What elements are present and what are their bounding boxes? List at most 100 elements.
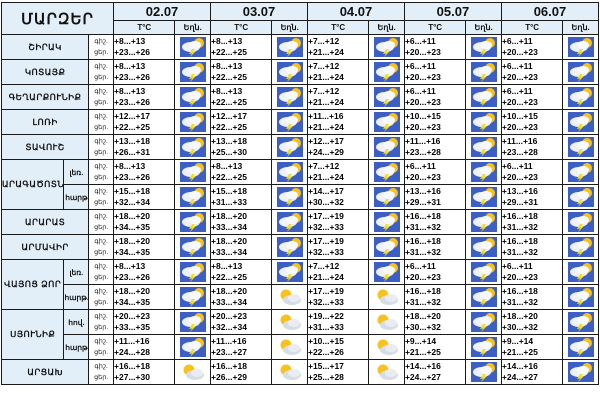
date-header-4: 05.07 [403, 2, 502, 21]
temperature-cell: +7...+12 +21...+24 [306, 84, 370, 110]
weather-column-header: Եղն. [368, 20, 405, 35]
day-temp: +23...+26 [114, 47, 150, 57]
temperature-cell: +7...+12 +21...+24 [306, 34, 370, 60]
night-temp: +7...+12 [307, 36, 340, 46]
table-row: ՎԱՅՈՑ ՁՈՐ լեռ. գիշ. ցեր. +8...+13 +23...+26 +8… [0, 259, 599, 310]
day-label: ցեր. [94, 124, 109, 131]
temperature-cell: +12...+17 +22...+25 [210, 109, 273, 135]
night-temp: +15...+18 [211, 186, 247, 196]
day-temp: +22...+25 [211, 47, 247, 57]
weather-icon-cell [368, 359, 405, 385]
weather-icon-cell [174, 359, 212, 385]
night-temp: +7...+12 [307, 161, 340, 171]
temperature-cell: +8...+13 +22...+25 [210, 34, 273, 60]
temperature-cell: +10...+15 +22...+26 [306, 334, 370, 360]
weather-icon-cell [465, 334, 502, 360]
thunderstorm-icon [470, 112, 497, 132]
temperature-cell: +11...+16 +21...+24 [306, 109, 370, 135]
night-temp: +6...+11 [404, 36, 436, 46]
temperature-cell: +18...+20 +34...+35 [113, 234, 176, 260]
temperature-cell: +8...+13 +22...+25 [210, 259, 273, 285]
weather-icon-cell [368, 109, 405, 135]
night-day-labels: գիշ. ցեր. [88, 59, 115, 85]
day-label: ցեր. [94, 49, 109, 56]
table-row: ԱՐՄԱՎԻՐ գիշ. ցեր. +18...+20 +34...+35 +18...+… [0, 234, 599, 260]
night-temp: +8...+13 [211, 261, 243, 271]
day-temp: +21...+24 [307, 97, 344, 107]
temp-column-header: T°C [306, 20, 370, 35]
thunderstorm-icon [567, 137, 594, 157]
temperature-cell: +18...+20 +30...+32 [500, 309, 564, 335]
table-row: հարթ. գիշ. ցեր. +18...+20 +34...+35 +18...+20… [2, 284, 599, 310]
temperature-cell: +8...+13 +23...+26 [113, 59, 176, 85]
day-temp: +23...+28 [501, 147, 538, 157]
thunderstorm-icon [567, 37, 594, 57]
weather-icon-cell [271, 84, 308, 110]
day-temp: +24...+27 [404, 372, 441, 382]
night-temp: +11...+16 [211, 336, 247, 346]
thunderstorm-icon [470, 37, 497, 57]
thunderstorm-icon [567, 337, 594, 357]
temperature-cell: +12...+17 +24...+29 [306, 134, 370, 160]
night-label: գիշ. [94, 163, 108, 170]
weather-icon-cell [465, 309, 502, 335]
night-day-labels: գիշ. ցեր. [88, 334, 115, 360]
day-temp: +33...+34 [211, 247, 247, 257]
temperature-cell: +16...+18 +31...+32 [500, 284, 564, 310]
day-temp: +34...+35 [114, 247, 150, 257]
night-day-labels: գիշ. ցեր. [88, 209, 115, 235]
region-name: ԿՈՏԱՅՔ [0, 59, 90, 85]
day-temp: +31...+33 [211, 197, 247, 207]
temperature-cell: +14...+16 +24...+27 [500, 359, 564, 385]
thunderstorm-icon [373, 62, 400, 82]
region-name: ԱՐԱՐԱՏ [0, 209, 90, 235]
day-label: ցեր. [94, 349, 109, 356]
night-temp: +16...+18 [501, 211, 538, 221]
day-temp: +22...+25 [211, 272, 247, 282]
day-temp: +33...+34 [211, 222, 247, 232]
night-temp: +14...+17 [307, 186, 344, 196]
day-temp: +25...+30 [211, 147, 247, 157]
weather-icon-cell [368, 234, 405, 260]
partly-cloudy-icon [183, 364, 204, 380]
night-temp: +8...+13 [211, 161, 243, 171]
subregion-label: հարթ. [63, 284, 90, 310]
night-day-labels: գիշ. ցեր. [88, 109, 115, 135]
day-temp: +22...+25 [211, 122, 247, 132]
thunderstorm-icon [276, 262, 303, 282]
night-temp: +11...+16 [501, 136, 538, 146]
thunderstorm-icon [373, 137, 400, 157]
night-temp: +18...+20 [211, 211, 247, 221]
subregion-label: հարթ [63, 334, 90, 360]
weather-icon-cell [562, 359, 599, 385]
weather-column-header: Եղն. [271, 20, 308, 35]
partly-cloudy-icon [280, 339, 301, 355]
day-temp: +22...+25 [114, 122, 150, 132]
temperature-cell: +6...+11 +20...+23 [500, 84, 564, 110]
night-temp: +16...+18 [501, 236, 538, 246]
weather-icon-cell [271, 109, 308, 135]
thunderstorm-icon [276, 212, 303, 232]
thunderstorm-icon [567, 112, 594, 132]
night-temp: +6...+11 [501, 261, 533, 271]
night-label: գիշ. [94, 188, 108, 195]
night-temp: +6...+11 [501, 161, 533, 171]
thunderstorm-icon [179, 287, 206, 307]
weather-icon-cell [271, 184, 308, 210]
weather-icon-cell [368, 334, 405, 360]
weather-icon-cell [174, 109, 212, 135]
thunderstorm-icon [179, 162, 206, 182]
thunderstorm-icon [179, 237, 206, 257]
night-temp: +8...+13 [211, 86, 243, 96]
weather-icon-cell [174, 234, 212, 260]
night-temp: +12...+17 [211, 111, 247, 121]
subregion-label: հարթ [63, 184, 90, 210]
temperature-cell: +18...+20 +34...+35 [113, 209, 176, 235]
night-temp: +9...+14 [404, 336, 437, 346]
night-temp: +11...+16 [307, 111, 344, 121]
weather-icon-cell [465, 134, 502, 160]
weather-icon-cell [368, 209, 405, 235]
date-header-1: 02.07 [113, 2, 212, 21]
weather-icon-cell [368, 34, 405, 60]
temperature-cell: +7...+12 +21...+24 [306, 159, 370, 185]
